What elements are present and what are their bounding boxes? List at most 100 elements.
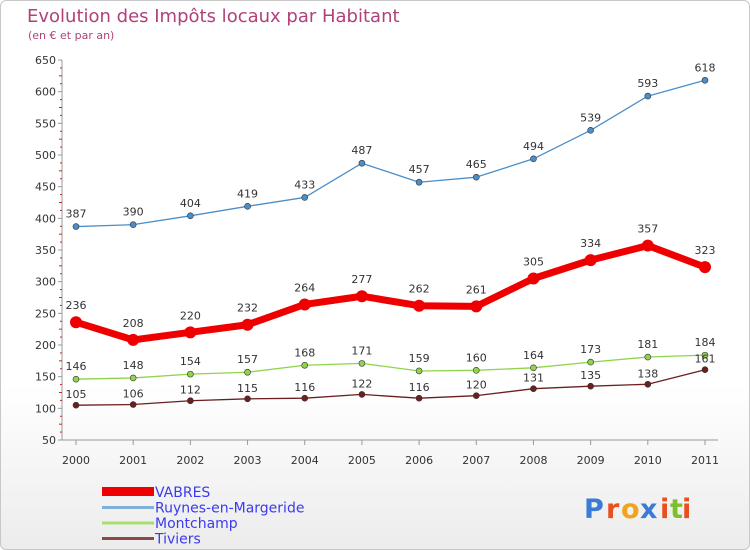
data-point <box>72 375 80 383</box>
logo-letter: t <box>670 494 683 525</box>
legend-label: Tiviers <box>154 532 201 548</box>
data-point <box>241 318 254 331</box>
series-montchamp: 146 148 154 157 168 171 159 160 164 173 181 184 <box>66 336 716 383</box>
y-tick-label: 150 <box>35 371 56 384</box>
data-label: 148 <box>123 359 144 372</box>
data-label: 465 <box>466 158 487 171</box>
data-point <box>244 395 251 403</box>
logo-letter: o <box>621 494 640 525</box>
logo-letter: i <box>660 494 669 525</box>
data-point <box>358 391 366 398</box>
data-label: 236 <box>66 299 87 312</box>
data-label: 184 <box>695 336 716 349</box>
data-point <box>301 194 309 201</box>
legend-swatch <box>102 506 154 509</box>
series-line <box>75 354 706 380</box>
logo-letter: i <box>682 494 691 525</box>
y-tick-label: 450 <box>35 181 56 194</box>
data-point <box>470 300 483 313</box>
data-label: 264 <box>294 281 315 294</box>
data-label: 539 <box>580 111 601 124</box>
data-point <box>472 367 480 374</box>
data-label: 357 <box>637 223 658 236</box>
data-label: 161 <box>695 353 716 366</box>
legend-swatch <box>102 521 154 525</box>
x-tick-label: 2009 <box>577 454 605 467</box>
y-tick-label: 300 <box>35 276 56 289</box>
data-point <box>472 392 480 399</box>
legend-label: VABRES <box>155 485 210 501</box>
x-tick-label: 2003 <box>234 454 262 467</box>
data-point <box>530 364 537 372</box>
y-tick-label: 600 <box>35 86 56 99</box>
data-label: 220 <box>180 309 201 322</box>
y-tick-label: 550 <box>35 117 56 130</box>
data-label: 261 <box>466 283 487 296</box>
x-tick-label: 2007 <box>462 454 490 467</box>
series-tiviers: 105 106 112 115 116 122 116 120 131 135 138 161 <box>66 353 716 409</box>
data-label: 494 <box>523 140 544 153</box>
logo-letter: r <box>606 494 620 525</box>
data-label: 457 <box>409 163 430 176</box>
chart-title: Evolution des Impôts locaux par Habitant <box>27 6 400 27</box>
y-tick-label: 200 <box>35 339 56 352</box>
data-label: 154 <box>180 355 201 368</box>
data-point <box>72 401 80 409</box>
data-label: 159 <box>409 352 430 365</box>
x-tick-label: 2006 <box>405 454 433 467</box>
data-label: 116 <box>409 381 430 394</box>
legend-label: Montchamp <box>155 516 238 532</box>
data-point <box>72 223 80 230</box>
data-label: 433 <box>294 178 315 191</box>
data-label: 387 <box>66 208 87 221</box>
data-point <box>358 159 366 167</box>
data-point <box>355 290 368 303</box>
y-tick-label: 50 <box>42 434 56 447</box>
data-point <box>644 380 652 388</box>
data-point <box>301 394 309 402</box>
legend-item: Ruynes-en-Margeride <box>102 501 304 517</box>
legend-swatch <box>102 487 154 496</box>
data-label: 618 <box>695 61 716 74</box>
data-label: 173 <box>580 343 601 356</box>
y-tick-label: 350 <box>35 244 56 257</box>
data-point <box>415 367 423 375</box>
data-label: 157 <box>237 353 258 366</box>
x-tick-label: 2004 <box>291 454 319 467</box>
data-point <box>701 366 709 374</box>
data-point <box>129 401 137 408</box>
data-label: 105 <box>66 388 87 401</box>
data-label: 208 <box>123 317 144 330</box>
data-label: 131 <box>523 372 544 385</box>
data-point <box>587 382 594 390</box>
legend-item: VABRES <box>102 485 210 501</box>
data-point <box>298 298 311 311</box>
data-point <box>129 374 137 382</box>
data-label: 120 <box>466 379 487 392</box>
data-point <box>701 76 709 84</box>
data-point <box>587 358 594 366</box>
data-point <box>129 221 137 228</box>
series-line <box>74 242 707 344</box>
data-label: 112 <box>180 384 201 397</box>
logo-letter: x <box>640 494 657 525</box>
data-label: 146 <box>66 360 87 373</box>
legend-swatch <box>102 537 154 540</box>
data-label: 171 <box>351 344 372 357</box>
data-point <box>127 333 140 346</box>
series-line <box>75 369 706 406</box>
data-label: 164 <box>523 349 544 362</box>
data-label: 168 <box>294 346 315 359</box>
data-label: 181 <box>637 338 658 351</box>
series-line <box>75 79 706 228</box>
data-point <box>527 272 540 285</box>
data-point <box>187 212 194 220</box>
data-point <box>530 385 537 393</box>
data-point <box>530 155 537 163</box>
data-point <box>184 326 197 339</box>
y-tick-label: 650 <box>35 54 56 67</box>
data-label: 404 <box>180 197 201 210</box>
